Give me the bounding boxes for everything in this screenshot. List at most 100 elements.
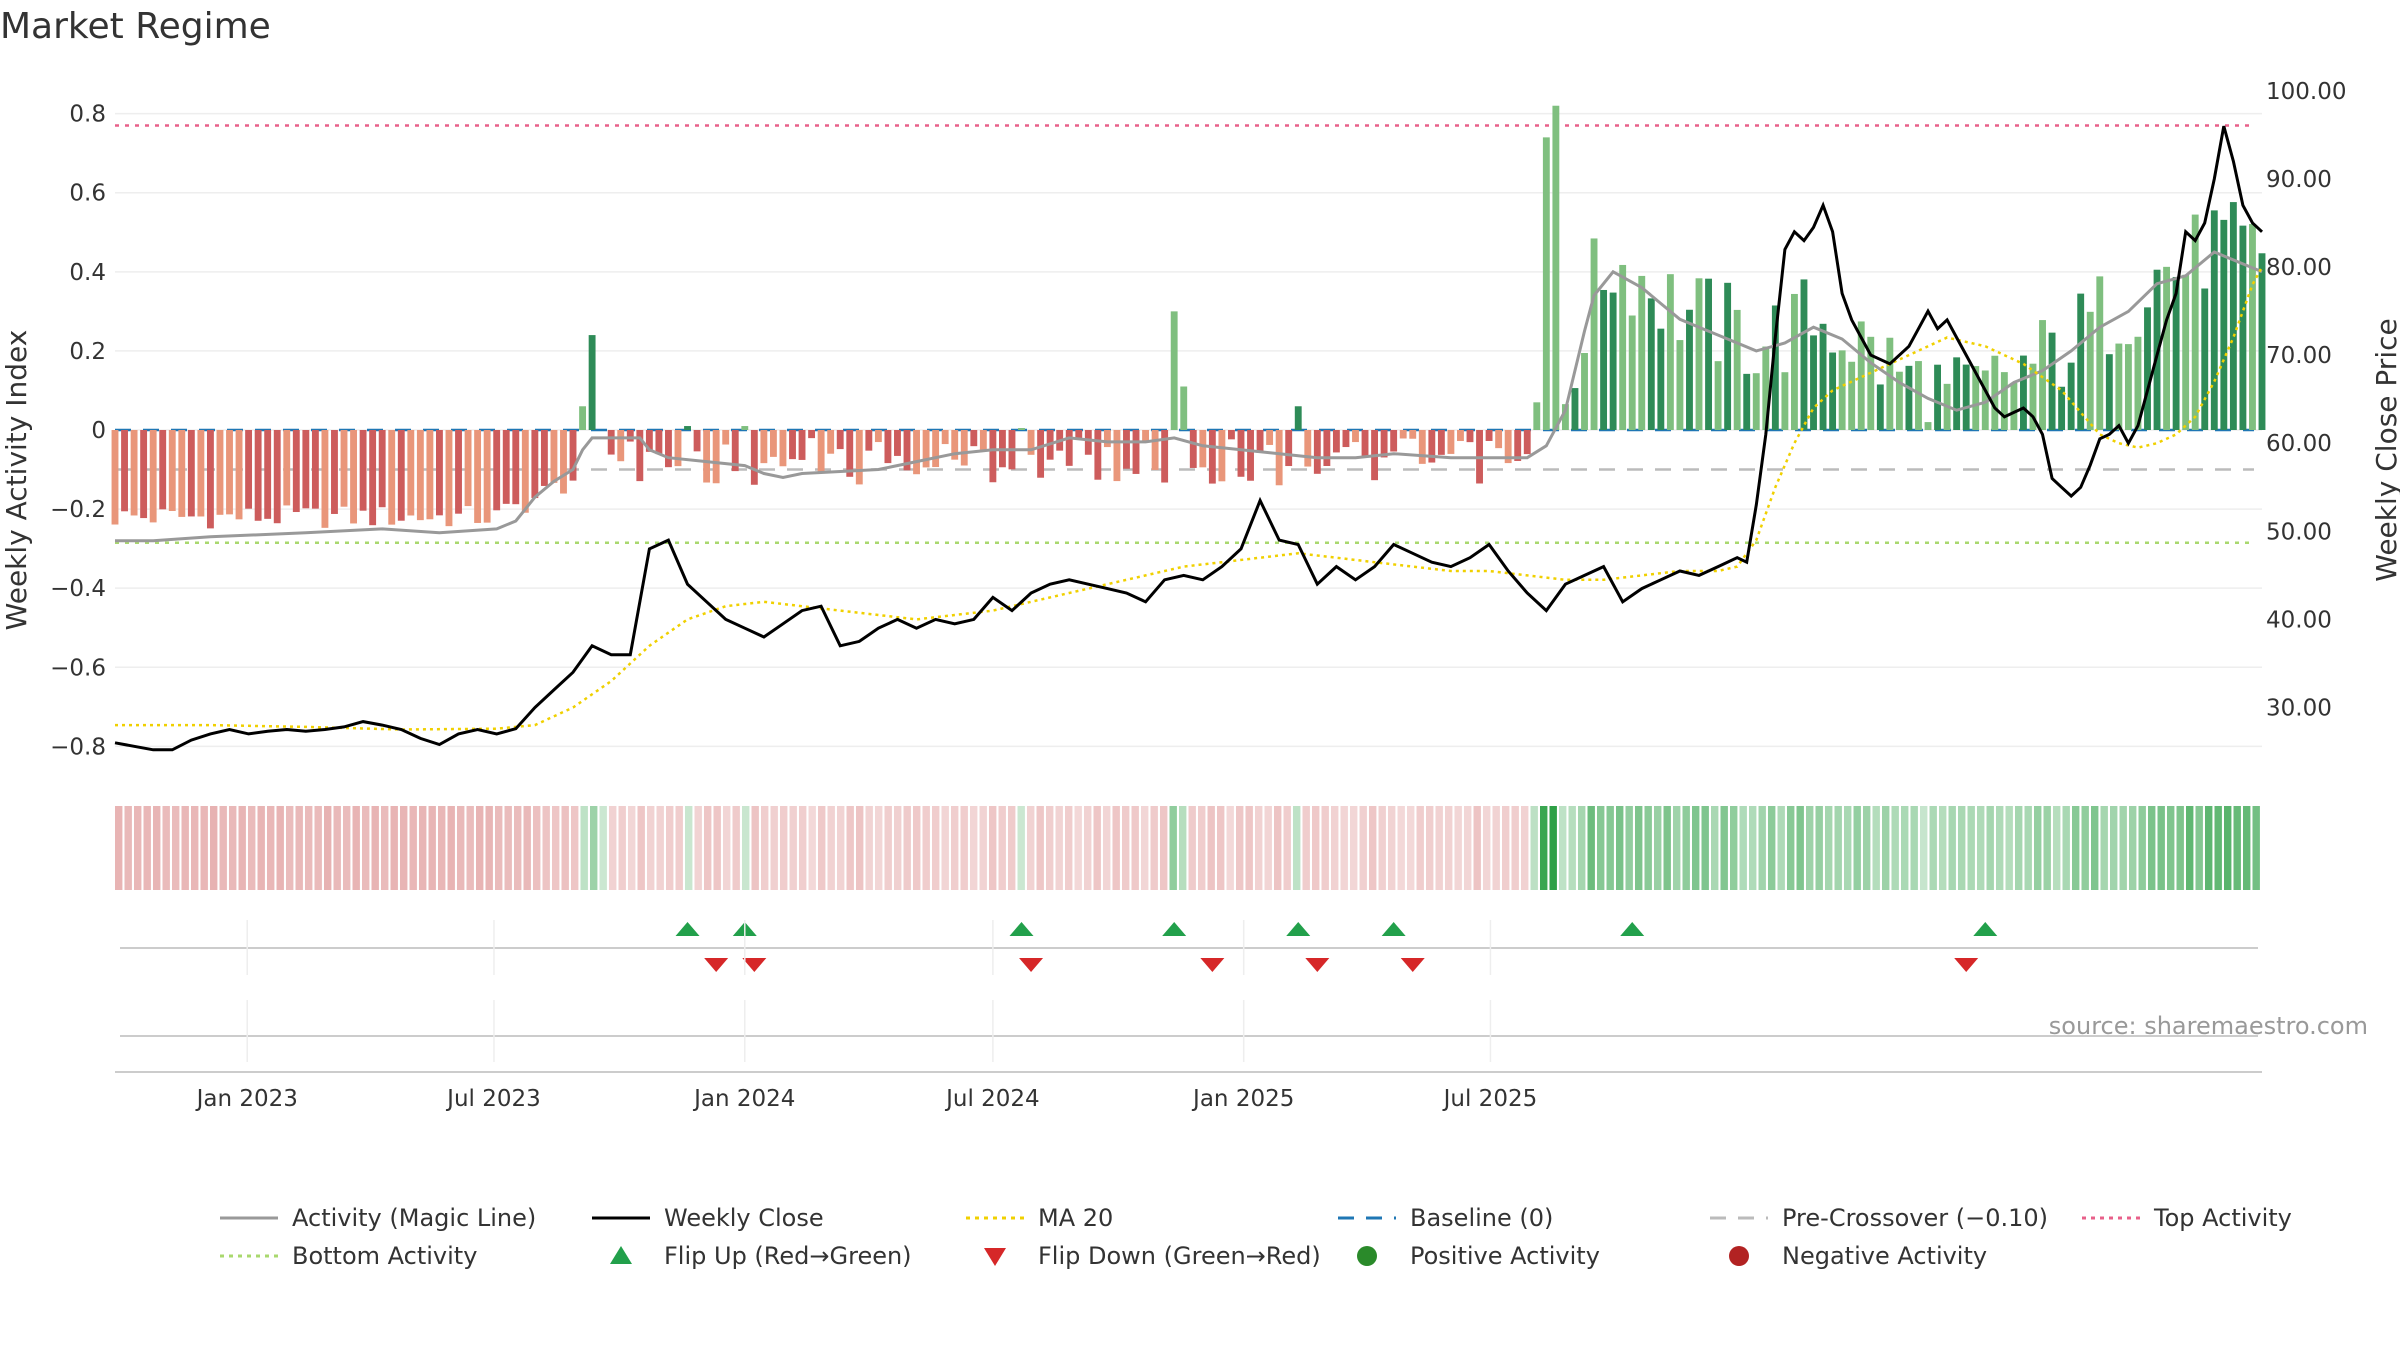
x-tick-label: Jan 2023 [195,1086,298,1112]
y-right-tick-label: 40.00 [2266,607,2332,633]
legend-label: Weekly Close [664,1204,824,1232]
heat-cell [970,806,978,890]
flip-up-marker [1162,922,1187,936]
legend-label: Positive Activity [1410,1242,1600,1270]
activity-bar [1094,430,1102,480]
heat-cell [875,806,883,890]
activity-bar [922,430,930,468]
heat-cell [1777,806,1785,890]
heat-cell [1473,806,1481,890]
activity-bar [2134,336,2142,430]
activity-bar [913,430,920,475]
heat-cell [1160,806,1168,890]
heat-cell [1587,806,1595,890]
heat-cell [162,806,170,890]
activity-bar [1991,355,1999,430]
heat-cell [2024,806,2032,890]
activity-bar [2239,225,2247,430]
activity-bar [1428,430,1436,463]
activity-bar [2067,362,2075,430]
heat-cell [628,806,636,890]
heat-cell [2167,806,2175,890]
heat-cell [466,806,474,890]
heat-cell [1834,806,1842,890]
activity-bar [321,430,329,528]
reference-lines [115,124,2254,544]
heat-cell [1625,806,1633,890]
heat-cell [1435,806,1443,890]
activity-bar [1657,328,1665,430]
activity-bar [1495,430,1503,449]
activity-bar [1819,323,1827,430]
activity-bar [1848,361,1856,430]
activity-bar [474,430,482,523]
heat-cell [333,806,341,890]
activity-bar [1304,430,1312,467]
activity-bar [1962,364,1970,430]
heat-cell [1682,806,1690,890]
activity-bar [1724,282,1732,430]
activity-bar [1810,335,1817,430]
activity-bar [1228,430,1235,440]
activity-bar [1934,364,1941,430]
heat-cell [1217,806,1225,890]
activity-bar [1533,402,1541,430]
heat-cell [2129,806,2137,890]
activity-bar [1972,366,1980,430]
heat-cell [1055,806,1063,890]
legend-label: Top Activity [2153,1204,2292,1232]
activity-bar [283,430,291,506]
heat-cell [675,806,683,890]
heat-cell [1207,806,1215,890]
heat-cell [2091,806,2099,890]
heat-cell [2043,806,2051,890]
activity-bar [540,430,548,486]
heat-cell [1008,806,1016,890]
activity-bar [1619,264,1627,430]
heat-cell [2005,806,2013,890]
y-left-tick-label: −0.2 [50,497,106,523]
gridlines [115,112,2262,748]
activity-bar [1905,365,1913,430]
activity-bar [1132,430,1140,474]
heat-cell [504,806,512,890]
activity-bar [1084,430,1092,455]
heat-cell [751,806,759,890]
activity-bar [483,430,491,523]
legend-label: Activity (Magic Line) [292,1204,536,1232]
flip-markers [120,922,2258,1037]
heat-cell [1549,806,1557,890]
activity-bar [1208,430,1216,484]
heat-cell [1796,806,1804,890]
x-axis: Jan 2023 Jul 2023 Jan 2024 Jul 2024 Jan 2025… [115,920,2262,1112]
activity-bar [846,430,854,477]
heat-cell [1359,806,1367,890]
activity-bar [1437,430,1445,455]
heat-cell [1844,806,1852,890]
activity-bar [712,430,720,484]
heat-cell [694,806,702,890]
activity-bar [1123,430,1130,469]
heat-cell [1416,806,1424,890]
heat-cell [1920,806,1928,890]
heat-cell [2053,806,2061,890]
activity-bar [769,430,777,457]
heat-cell [1065,806,1073,890]
heat-cell [1891,806,1899,890]
activity-bar [1514,430,1522,461]
activity-bar [1924,422,1932,430]
heat-cell [647,806,655,890]
heat-cell [979,806,987,890]
activity-bar [1981,370,1989,430]
heat-cell [2138,806,2146,890]
activity-bar [2105,354,2113,430]
activity-bar [2115,343,2123,430]
activity-bar [1552,105,1560,431]
heat-cell [951,806,959,890]
heat-cell [476,806,484,890]
activity-bar [1771,305,1779,430]
flip-down-marker [1305,958,1330,972]
heat-cell [523,806,531,890]
heat-cell [1635,806,1643,890]
heat-cell [1559,806,1567,890]
